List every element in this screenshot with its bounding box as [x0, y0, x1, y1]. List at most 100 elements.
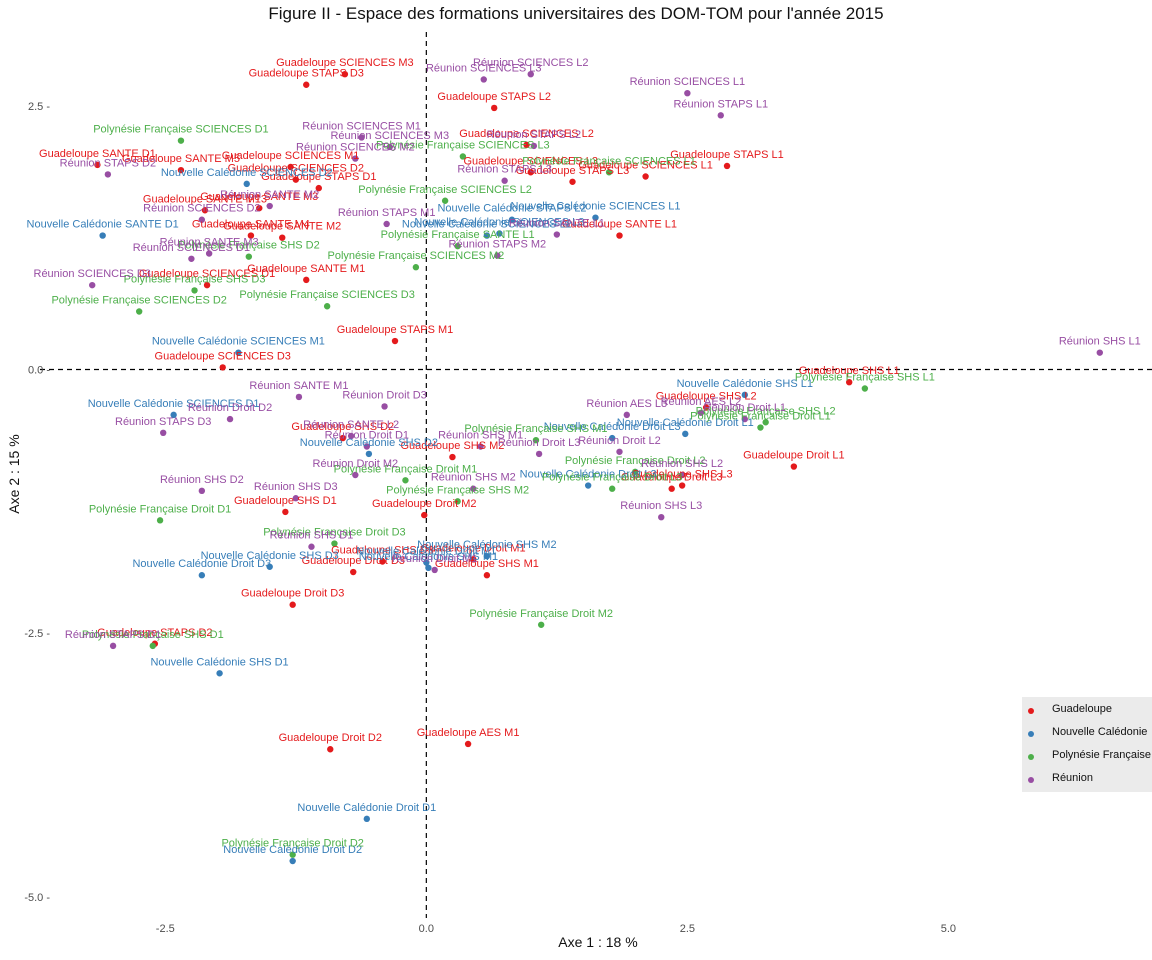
legend-key — [1028, 708, 1034, 714]
point-label: Polynésie Française SCIENCES M2 — [328, 250, 505, 262]
legend-item: Guadeloupe — [1022, 703, 1152, 723]
data-point — [483, 572, 491, 579]
x-tick-label: 5.0 — [941, 923, 956, 935]
data-point — [358, 134, 365, 141]
point-label: Réunion AES L2 — [661, 396, 742, 408]
point-label: Polynésie Française SCIENCES D2 — [51, 295, 226, 307]
point-label: Guadeloupe SANTE D1 — [39, 148, 156, 160]
data-point — [741, 415, 748, 423]
data-point — [347, 432, 355, 440]
point-label: Nouvelle Calédonie SCIENCES D1 — [88, 398, 260, 410]
data-point — [235, 349, 242, 356]
point-label: Guadeloupe STAPS D3 — [249, 68, 364, 80]
point-label: Réunion STAPS M2 — [449, 239, 547, 251]
data-point — [219, 364, 226, 371]
point-label: Guadeloupe SCIENCES L3 — [463, 155, 598, 167]
data-point — [177, 166, 185, 174]
point-label: Réunion SCIENCES L1 — [630, 76, 746, 88]
point-label: Guadeloupe SANTE M13 — [143, 193, 267, 205]
y-tick-label: -5.0 - — [24, 892, 50, 904]
data-points — [89, 70, 1103, 865]
data-point — [292, 176, 300, 183]
point-label: Polynésie Française SHS M2 — [386, 484, 529, 496]
x-tick-label: 0.0 — [419, 923, 434, 935]
data-point — [423, 559, 430, 566]
legend-label: Polynésie Française — [1052, 749, 1152, 761]
data-point — [459, 153, 467, 160]
data-point — [425, 564, 432, 572]
data-point — [483, 553, 491, 560]
point-label: Nouvelle Calédonie SCIENCES L1 — [510, 201, 680, 213]
legend: Guadeloupe Nouvelle Calédonie Polynésie Fr… — [1022, 697, 1152, 792]
point-label: Réunion AES L3 — [586, 398, 667, 410]
data-point — [741, 391, 748, 399]
point-label: Réunion Droit D2 — [188, 402, 272, 414]
data-point — [292, 495, 300, 502]
point-label: Nouvelle Calédonie SHS L1 — [677, 378, 813, 390]
point-label: Réunion SCIENCES D3 — [34, 268, 151, 280]
point-label: Réunion SHS M1 — [438, 430, 523, 442]
point-label: Guadeloupe SANTE M2 — [223, 221, 341, 233]
legend-item: Polynésie Française — [1022, 749, 1152, 769]
point-label: Réunion STAPS L3 — [457, 164, 552, 176]
data-point — [535, 450, 543, 458]
point-label: Réunion SANTE M3 — [160, 237, 259, 249]
data-point — [421, 511, 428, 519]
point-label: Polynésie Française Droit L3 — [542, 472, 683, 484]
point-label: Nouvelle Calédonie Droit D2 — [223, 844, 362, 856]
data-point — [279, 234, 286, 241]
data-point — [790, 463, 798, 470]
point-label: Réunion SHS D2 — [160, 474, 244, 486]
point-label: Polynésie Française Droit L2 — [565, 455, 706, 467]
point-label: Guadeloupe Droit D2 — [279, 732, 382, 744]
point-label: Réunion STAPS D2 — [60, 157, 156, 169]
point-label: Réunion STAPS M1 — [338, 207, 436, 219]
point-label: Nouvelle Calédonie SCIENCES M1 — [152, 336, 325, 348]
data-point — [631, 468, 639, 476]
point-label: Guadeloupe Droit L3 — [621, 472, 723, 484]
data-point — [339, 434, 346, 442]
point-label: Nouvelle Calédonie SHS M2 — [417, 539, 556, 551]
data-point — [684, 89, 691, 97]
data-point — [678, 471, 686, 479]
y-tick-label: -2.5 - — [24, 628, 50, 640]
data-point — [226, 415, 234, 423]
point-label: Réunion SANTE M1 — [249, 380, 348, 392]
point-label: Réunion SCIENCES L2 — [473, 57, 589, 69]
data-point — [702, 404, 710, 411]
point-label: Nouvelle Calédonie Droit M1 — [356, 546, 496, 558]
data-point — [1096, 349, 1103, 356]
data-point — [170, 411, 177, 419]
data-point — [412, 264, 420, 271]
point-label: Réunion SANTE L2 — [303, 419, 399, 431]
point-label: Nouvelle Calédonie SANTE D1 — [27, 219, 179, 231]
x-axis-title: Axe 1 : 18 % — [558, 934, 638, 950]
x-tick-label: 2.5 — [680, 923, 695, 935]
data-point — [201, 207, 209, 214]
point-label: Réunion Droit L1 — [704, 402, 787, 414]
point-label: Réunion Droit D1 — [325, 430, 409, 442]
data-point — [308, 543, 315, 550]
point-label: Nouvelle Calédonie Droit L3 — [544, 421, 681, 433]
legend-item: Nouvelle Calédonie — [1022, 726, 1152, 746]
data-point — [846, 378, 853, 386]
point-label: Réunion SCIENCES M3 — [330, 130, 449, 142]
data-point — [668, 485, 675, 492]
point-label: Nouvelle Calédonie Droit L3 — [520, 469, 657, 481]
point-label: Réunion Droit M2 — [313, 458, 399, 470]
point-label: Guadeloupe Droit M1 — [421, 542, 526, 554]
data-point — [449, 453, 456, 461]
point-label: Nouvelle Calédonie SCIENCES L3 — [414, 216, 584, 228]
axes — [40, 32, 1152, 918]
data-point — [363, 443, 371, 450]
legend-key — [1028, 754, 1034, 760]
point-label: Nouvelle Calédonie SHS D3 — [201, 550, 339, 562]
chart-title: Figure II - Espace des formations univer… — [268, 4, 884, 23]
data-point — [109, 642, 117, 650]
data-point — [530, 142, 538, 150]
data-point — [431, 566, 438, 574]
data-point — [191, 287, 198, 294]
data-point — [470, 556, 477, 563]
